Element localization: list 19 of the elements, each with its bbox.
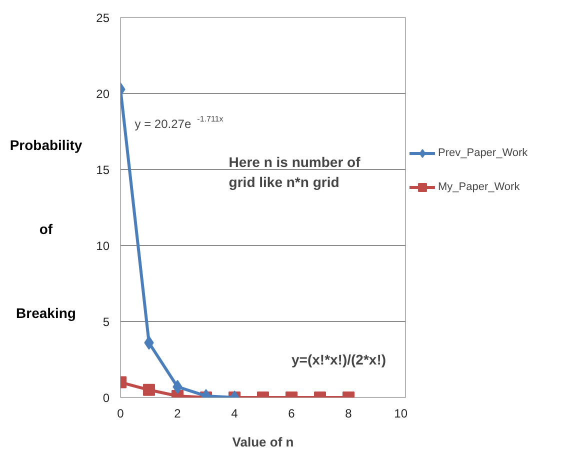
y-tick-label: 15 (96, 163, 110, 177)
legend-label: Prev_Paper_Work (438, 147, 528, 159)
text: Probability of Breaking (10, 137, 82, 321)
x-tick-label: 6 (288, 406, 296, 420)
x-tick-label: 0 (117, 406, 124, 420)
y-tick-label: 25 (96, 11, 110, 25)
x-tick-label: 10 (394, 406, 408, 420)
annotation: Here n is number of grid like n*n grid (228, 154, 361, 190)
x-tick-label: 4 (231, 406, 238, 420)
x-tick-label: 8 (345, 406, 352, 420)
legend-label: My_Paper_Work (438, 181, 520, 193)
annotation: y=(x!*x!)/(2*x!) (292, 352, 386, 368)
x-tick-label: 2 (174, 406, 182, 420)
y-tick-label: 0 (102, 391, 110, 405)
y-tick-label: 5 (102, 315, 110, 329)
annotation: y = 20.27e-1.711x (134, 114, 224, 131)
y-tick-label: 10 (96, 239, 110, 253)
y-tick-label: 20 (96, 87, 110, 101)
x-axis-title: Value of n (232, 434, 294, 450)
